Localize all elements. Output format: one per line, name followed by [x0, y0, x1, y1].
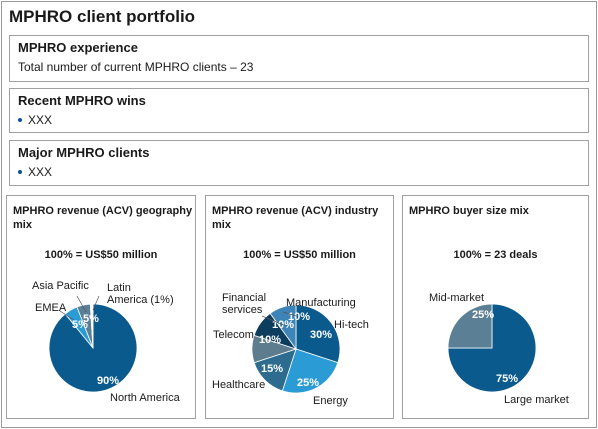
- geography-chart-title: MPHRO revenue (ACV) geography mix: [13, 205, 193, 231]
- buyer-chart-title: MPHRO buyer size mix: [409, 205, 529, 217]
- leader-line: [76, 295, 87, 313]
- pie-slice-energy: [281, 348, 339, 394]
- slice-category-label: Energy: [313, 395, 348, 407]
- slice-category-label: Mid-market: [429, 292, 484, 304]
- slice-value-label: 25%: [297, 377, 319, 389]
- slice-category-label: Healthcare: [212, 379, 265, 391]
- slice-value-label: 30%: [310, 329, 332, 341]
- page-title: MPHRO client portfolio: [9, 7, 196, 26]
- slice-value-label: 10%: [259, 334, 281, 346]
- pie-slice-mid-market: [447, 303, 493, 349]
- slice-value-label: 10%: [288, 311, 310, 323]
- mphro-revenue-acv-industry-mix-pie: 30%25%15%10%10%10%Hi-techEnergyHealthcar…: [212, 292, 369, 407]
- slice-category-label: Large market: [504, 394, 569, 406]
- leader-line: [261, 315, 287, 327]
- pie-slice-manufacturing: [269, 304, 297, 351]
- clients-item: XXX: [18, 165, 52, 179]
- buyer-chart-subtitle: 100% = 23 deals: [453, 249, 538, 261]
- slice-value-label: 90%: [97, 375, 119, 387]
- slice-category-label: North America: [110, 392, 181, 404]
- mphro-revenue-acv-geography-mix-pie: 90% 5%5% North America EMEA Asia Pacific Lati…: [32, 280, 181, 404]
- experience-heading: MPHRO experience: [18, 40, 138, 55]
- wins-heading: Recent MPHRO wins: [18, 93, 146, 108]
- bullet-icon: [18, 117, 22, 122]
- slice-value-label: 75%: [496, 373, 518, 385]
- industry-chart-title: MPHRO revenue (ACV) industry mix: [212, 205, 379, 231]
- slice-category-label: Asia Pacific: [32, 280, 89, 292]
- slice-category-label: Financial services: [222, 292, 266, 316]
- slice-value-label: 5%: [83, 313, 99, 325]
- slice-category-label: EMEA: [35, 302, 67, 314]
- leader-line: [92, 295, 100, 311]
- mphro-buyer-size-mix-pie: 75% 25% Large market Mid-market: [429, 292, 569, 406]
- pie-slice-large-market: [447, 303, 537, 393]
- slice-value-label: 15%: [261, 363, 283, 375]
- experience-box: MPHRO experience Total number of current…: [9, 35, 589, 82]
- industry-chart-subtitle: 100% = US$50 million: [243, 249, 356, 261]
- clients-box: Major MPHRO clients XXX: [9, 140, 589, 186]
- leader-line: [282, 311, 297, 317]
- slice-value-label: 5%: [72, 319, 88, 331]
- experience-text: Total number of current MPHRO clients – …: [18, 60, 254, 74]
- wins-item-text: XXX: [28, 113, 53, 127]
- slice-category-label: Telecom: [213, 329, 254, 341]
- slice-category-label: Hi-tech: [334, 319, 369, 331]
- geography-chart-subtitle: 100% = US$50 million: [44, 249, 158, 261]
- pie-slice-latin-america-1: [89, 303, 94, 349]
- clients-item-text: XXX: [28, 165, 53, 179]
- slice-category-label: Manufacturing: [286, 297, 356, 309]
- leader-line: [59, 310, 75, 321]
- slice-category-label: Latin America (1%): [107, 282, 174, 306]
- clients-heading: Major MPHRO clients: [18, 145, 150, 160]
- pie-slice-hi-tech: [295, 304, 341, 364]
- wins-box: Recent MPHRO wins XXX: [9, 88, 589, 133]
- bullet-icon: [18, 169, 22, 174]
- wins-item: XXX: [18, 113, 52, 127]
- slice-value-label: 25%: [472, 309, 494, 321]
